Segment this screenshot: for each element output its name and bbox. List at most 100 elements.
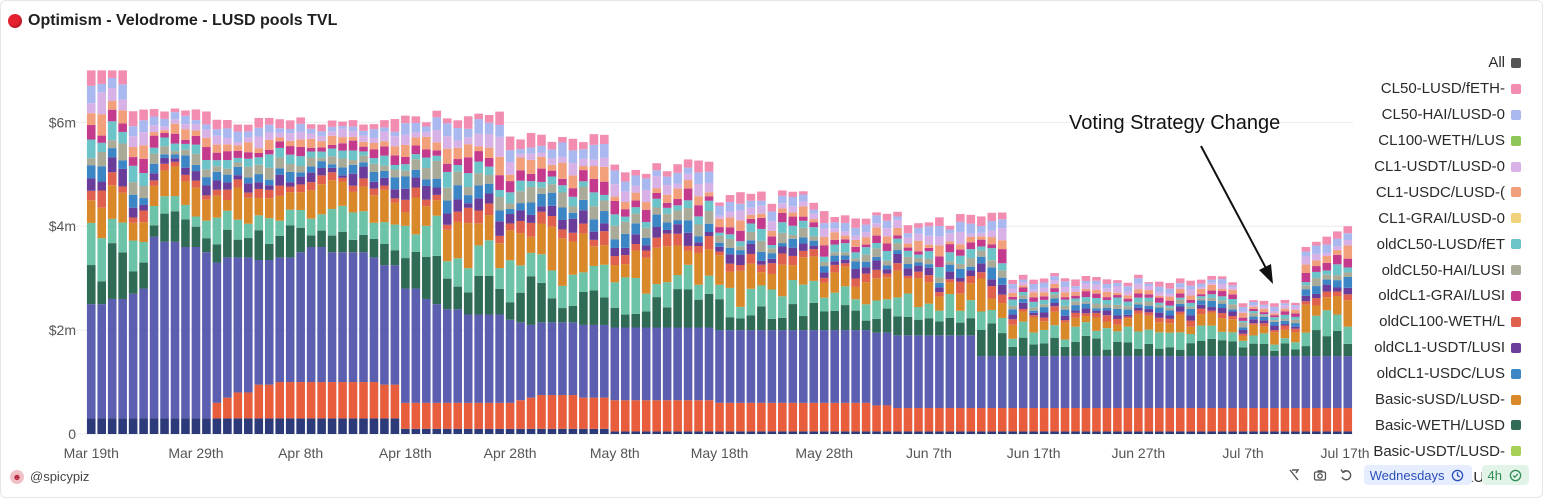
bar-segment[interactable] xyxy=(840,222,850,232)
bar-segment[interactable] xyxy=(1175,311,1185,315)
bar-segment[interactable] xyxy=(694,183,703,197)
bar-segment[interactable] xyxy=(935,408,944,432)
bar-segment[interactable] xyxy=(338,181,347,206)
bar-segment[interactable] xyxy=(809,227,819,237)
bar-segment[interactable] xyxy=(778,317,787,331)
bar-segment[interactable] xyxy=(432,215,442,256)
bar-segment[interactable] xyxy=(296,418,305,434)
bar-segment[interactable] xyxy=(191,187,201,217)
bar-segment[interactable] xyxy=(830,244,839,253)
bar-segment[interactable] xyxy=(1196,296,1206,299)
bar-segment[interactable] xyxy=(935,236,944,246)
bar-segment[interactable] xyxy=(746,240,756,244)
bar-segment[interactable] xyxy=(223,119,232,129)
bar-segment[interactable] xyxy=(1102,283,1112,289)
bar-segment[interactable] xyxy=(327,131,337,136)
bar-segment[interactable] xyxy=(1144,305,1154,310)
bar-segment[interactable] xyxy=(411,145,421,155)
bar-segment[interactable] xyxy=(1060,286,1070,293)
bar-segment[interactable] xyxy=(966,283,976,301)
bar-segment[interactable] xyxy=(1343,431,1353,434)
bar-segment[interactable] xyxy=(306,218,316,236)
bar-segment[interactable] xyxy=(1134,289,1143,294)
bar-segment[interactable] xyxy=(736,246,745,251)
bar-segment[interactable] xyxy=(662,213,672,223)
bar-segment[interactable] xyxy=(631,327,641,401)
bar-segment[interactable] xyxy=(264,418,274,434)
bar-segment[interactable] xyxy=(987,323,997,357)
bar-segment[interactable] xyxy=(788,238,798,248)
bar-segment[interactable] xyxy=(1217,313,1227,319)
bar-segment[interactable] xyxy=(139,198,148,205)
bar-segment[interactable] xyxy=(128,418,138,434)
bar-segment[interactable] xyxy=(997,431,1007,434)
bar-segment[interactable] xyxy=(390,224,400,251)
bar-segment[interactable] xyxy=(1259,312,1269,315)
bar-segment[interactable] xyxy=(589,239,599,247)
bar-segment[interactable] xyxy=(893,335,902,409)
bar-segment[interactable] xyxy=(306,138,316,149)
bar-segment[interactable] xyxy=(1175,314,1185,333)
bar-segment[interactable] xyxy=(1008,346,1017,357)
bar-segment[interactable] xyxy=(1175,278,1185,284)
bar-segment[interactable] xyxy=(139,210,148,223)
bar-segment[interactable] xyxy=(1008,309,1017,315)
bar-segment[interactable] xyxy=(359,130,368,136)
bar-segment[interactable] xyxy=(809,330,819,403)
bar-segment[interactable] xyxy=(1322,356,1332,409)
bar-segment[interactable] xyxy=(306,382,316,419)
bar-segment[interactable] xyxy=(1008,314,1017,320)
bar-segment[interactable] xyxy=(851,269,860,279)
bar-segment[interactable] xyxy=(1029,312,1038,316)
bar-segment[interactable] xyxy=(694,327,703,401)
bar-segment[interactable] xyxy=(1343,245,1353,259)
bar-segment[interactable] xyxy=(725,201,735,212)
bar-segment[interactable] xyxy=(191,144,201,154)
bar-segment[interactable] xyxy=(1008,324,1017,339)
bar-segment[interactable] xyxy=(1123,298,1133,302)
bar-segment[interactable] xyxy=(1270,356,1279,409)
bar-segment[interactable] xyxy=(233,162,243,167)
bar-segment[interactable] xyxy=(861,267,871,274)
bar-segment[interactable] xyxy=(1238,306,1248,312)
bar-segment[interactable] xyxy=(97,181,106,191)
bar-segment[interactable] xyxy=(945,294,955,318)
bar-segment[interactable] xyxy=(1102,304,1112,308)
bar-segment[interactable] xyxy=(223,174,232,183)
bar-segment[interactable] xyxy=(746,223,756,232)
bar-segment[interactable] xyxy=(296,123,305,132)
bar-segment[interactable] xyxy=(453,258,463,287)
bar-segment[interactable] xyxy=(987,237,997,245)
bar-segment[interactable] xyxy=(390,155,400,165)
bar-segment[interactable] xyxy=(463,173,473,188)
bar-segment[interactable] xyxy=(411,234,421,252)
bar-segment[interactable] xyxy=(851,227,860,236)
bar-segment[interactable] xyxy=(746,231,756,241)
bar-segment[interactable] xyxy=(516,149,525,154)
bar-segment[interactable] xyxy=(620,191,630,202)
bar-segment[interactable] xyxy=(558,185,567,193)
bar-segment[interactable] xyxy=(1343,258,1353,268)
bar-segment[interactable] xyxy=(526,276,536,325)
bar-segment[interactable] xyxy=(694,284,703,300)
bar-segment[interactable] xyxy=(715,215,724,219)
bar-segment[interactable] xyxy=(128,126,138,137)
bar-segment[interactable] xyxy=(275,235,285,258)
bar-segment[interactable] xyxy=(1165,310,1175,316)
bar-segment[interactable] xyxy=(254,152,264,158)
bar-segment[interactable] xyxy=(1333,264,1342,276)
bar-segment[interactable] xyxy=(589,144,599,160)
bar-segment[interactable] xyxy=(830,217,839,223)
bar-segment[interactable] xyxy=(432,402,442,429)
bar-segment[interactable] xyxy=(306,172,316,183)
bar-segment[interactable] xyxy=(118,252,127,299)
bar-segment[interactable] xyxy=(1249,308,1258,312)
bar-segment[interactable] xyxy=(610,196,620,201)
bar-segment[interactable] xyxy=(170,123,180,134)
bar-segment[interactable] xyxy=(86,178,96,191)
bar-segment[interactable] xyxy=(453,199,463,212)
bar-segment[interactable] xyxy=(296,172,305,177)
bar-segment[interactable] xyxy=(610,164,620,171)
bar-segment[interactable] xyxy=(442,163,452,172)
bar-segment[interactable] xyxy=(652,247,661,285)
